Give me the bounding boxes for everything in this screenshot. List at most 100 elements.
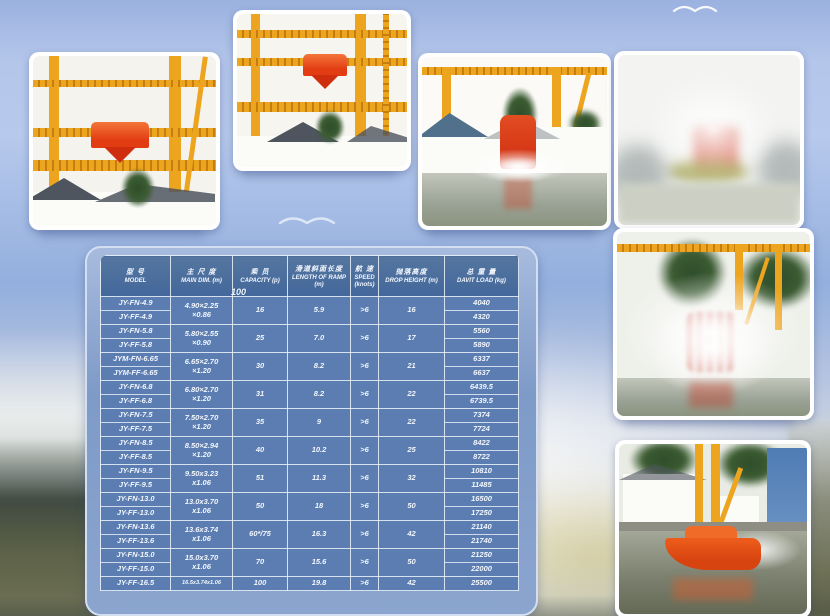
column-header-3: 滑道斜面长度 LENGTH OF RAMP (m) — [287, 255, 351, 297]
table-cell: 50 — [378, 548, 445, 577]
table-cell: 16.3 — [287, 520, 351, 549]
table-cell-dim: 4.90×2.25 ×0.86 — [170, 296, 233, 325]
table-cell: 5560 — [444, 324, 519, 339]
table-row: JY-FN-4.9 4.90×2.25 ×0.86 16 5.9 >6 16 4040 — [100, 296, 519, 325]
table-cell: 4320 — [444, 310, 519, 325]
photo-reflection — [624, 416, 796, 432]
table-cell: 5890 — [444, 338, 519, 353]
table-row: JYM-FN-6.65 6.65×2.70 ×1.20 30 8.2 >6 21 6337 — [100, 352, 519, 381]
table-row: JY-FF-4.9 4320 — [100, 310, 519, 325]
table-cell: 51 — [232, 464, 288, 493]
table-cell: 6337 — [444, 352, 519, 367]
gantry-beam-icon — [422, 67, 607, 75]
photo-splashdown — [418, 53, 611, 230]
table-cell: 5.9 — [287, 296, 351, 325]
table-cell: JYM-FN-6.65 — [100, 352, 171, 367]
table-row: JY-FN-15.0 15.0x3.70 x1.06 70 15.6 >6 50 21250 — [100, 548, 519, 577]
photo-davit-tower-2 — [233, 10, 411, 171]
table-row: JY-FF-13.0 17250 — [100, 506, 519, 521]
table-cell-dim: 6.65×2.70 ×1.20 — [170, 352, 233, 381]
seagull-icon — [672, 2, 718, 14]
table-row: JY-FN-5.8 5.80×2.55 ×0.90 25 7.0 >6 17 5560 — [100, 324, 519, 353]
table-cell: 8722 — [444, 450, 519, 465]
table-cell: 40 — [232, 436, 288, 465]
table-cell-dim: 13.6x3.74 x1.06 — [170, 520, 233, 549]
table-cell: 42 — [378, 576, 445, 591]
table-row: JY-FN-8.5 8.50×2.94 ×1.20 40 10.2 >6 25 8422 — [100, 436, 519, 465]
table-row: JY-FN-9.5 9.50x3.23 x1.06 51 11.3 >6 32 10810 — [100, 464, 519, 493]
table-cell: JY-FF-13.6 — [100, 534, 171, 549]
table-row: JY-FN-6.8 6.80×2.70 ×1.20 31 8.2 >6 22 6439.5 — [100, 380, 519, 409]
table-row: JY-FF-6.8 6739.5 — [100, 394, 519, 409]
table-cell: JY-FF-5.8 — [100, 338, 171, 353]
table-cell: >6 — [350, 352, 379, 381]
table-cell-dim: 9.50x3.23 x1.06 — [170, 464, 233, 493]
table-cell: 7374 — [444, 408, 519, 423]
lifeboat-hull-icon — [104, 147, 136, 163]
table-cell: JY-FN-5.8 — [100, 324, 171, 339]
lifeboat-hull-icon — [311, 75, 339, 89]
gantry-beam-icon — [617, 244, 810, 252]
photo-big-splash — [613, 228, 814, 420]
table-cell: 8.2 — [287, 352, 351, 381]
table-cell: 35 — [232, 408, 288, 437]
blue-building-icon — [767, 448, 807, 536]
table-cell: 100 — [232, 576, 288, 591]
table-cell: >6 — [350, 296, 379, 325]
reflection-icon — [504, 179, 532, 209]
water-icon — [618, 183, 800, 225]
crane-beam-icon — [237, 30, 407, 38]
table-cell: >6 — [350, 520, 379, 549]
table-cell: 70 — [232, 548, 288, 577]
crane-column-icon — [49, 56, 59, 226]
photo-boat-afloat — [615, 440, 811, 616]
table-cell: JY-FF-8.5 — [100, 450, 171, 465]
table-cell: 17250 — [444, 506, 519, 521]
table-cell: 11485 — [444, 478, 519, 493]
table-cell: 31 — [232, 380, 288, 409]
photo-mist-splash — [614, 51, 804, 229]
table-cell: 8422 — [444, 436, 519, 451]
table-cell: 6739.5 — [444, 394, 519, 409]
table-cell: JY-FF-16.5 — [100, 576, 171, 591]
table-cell: JY-FN-7.5 — [100, 408, 171, 423]
spec-table-panel: 型 号 MODEL 主 尺 度 MAIN DIM. (m) 乘 员 CAPACITY (p… — [85, 246, 538, 616]
crane-beam-icon — [33, 80, 216, 87]
crane-brace-icon — [383, 14, 389, 167]
table-cell: JY-FF-9.5 — [100, 478, 171, 493]
table-cell-dim: 5.80×2.55 ×0.90 — [170, 324, 233, 353]
table-cell: >6 — [350, 464, 379, 493]
house-icon — [623, 474, 701, 522]
table-cell: JY-FN-13.6 — [100, 520, 171, 535]
table-row: JY-FF-16.5 16.5x3.74x1.06 100 19.8 >6 42 25500 — [100, 576, 519, 591]
table-cell: 9 — [287, 408, 351, 437]
photo-reflection — [40, 226, 205, 244]
table-cell: JY-FF-4.9 — [100, 310, 171, 325]
column-header-0: 型 号 MODEL — [100, 255, 171, 297]
table-cell: >6 — [350, 324, 379, 353]
column-header-1: 主 尺 度 MAIN DIM. (m) — [170, 255, 233, 297]
table-row: JY-FN-13.0 13.0x3.70 x1.06 50 18 >6 50 16500 — [100, 492, 519, 521]
crane-beam-icon — [33, 160, 216, 171]
table-cell: 16 — [232, 296, 288, 325]
table-row: JYM-FF-6.65 6637 — [100, 366, 519, 381]
table-cell: 60*/75 — [232, 520, 288, 549]
table-cell: 25 — [232, 324, 288, 353]
table-cell: 11.3 — [287, 464, 351, 493]
crane-column-icon — [695, 444, 703, 530]
table-cell: 17 — [378, 324, 445, 353]
table-cell: 8.2 — [287, 380, 351, 409]
table-row: JY-FF-5.8 5890 — [100, 338, 519, 353]
splash-icon — [647, 298, 777, 398]
table-cell: 4040 — [444, 296, 519, 311]
table-cell: 30 — [232, 352, 288, 381]
table-cell-dim: 15.0x3.70 x1.06 — [170, 548, 233, 577]
photo-davit-tower-1 — [29, 52, 220, 230]
spec-table: 型 号 MODEL 主 尺 度 MAIN DIM. (m) 乘 员 CAPACITY (p… — [100, 255, 519, 591]
table-cell: >6 — [350, 380, 379, 409]
table-cell: JY-FN-4.9 — [100, 296, 171, 311]
photo-reflection — [242, 167, 397, 183]
table-cell: 7.0 — [287, 324, 351, 353]
reflection-icon — [673, 578, 753, 600]
